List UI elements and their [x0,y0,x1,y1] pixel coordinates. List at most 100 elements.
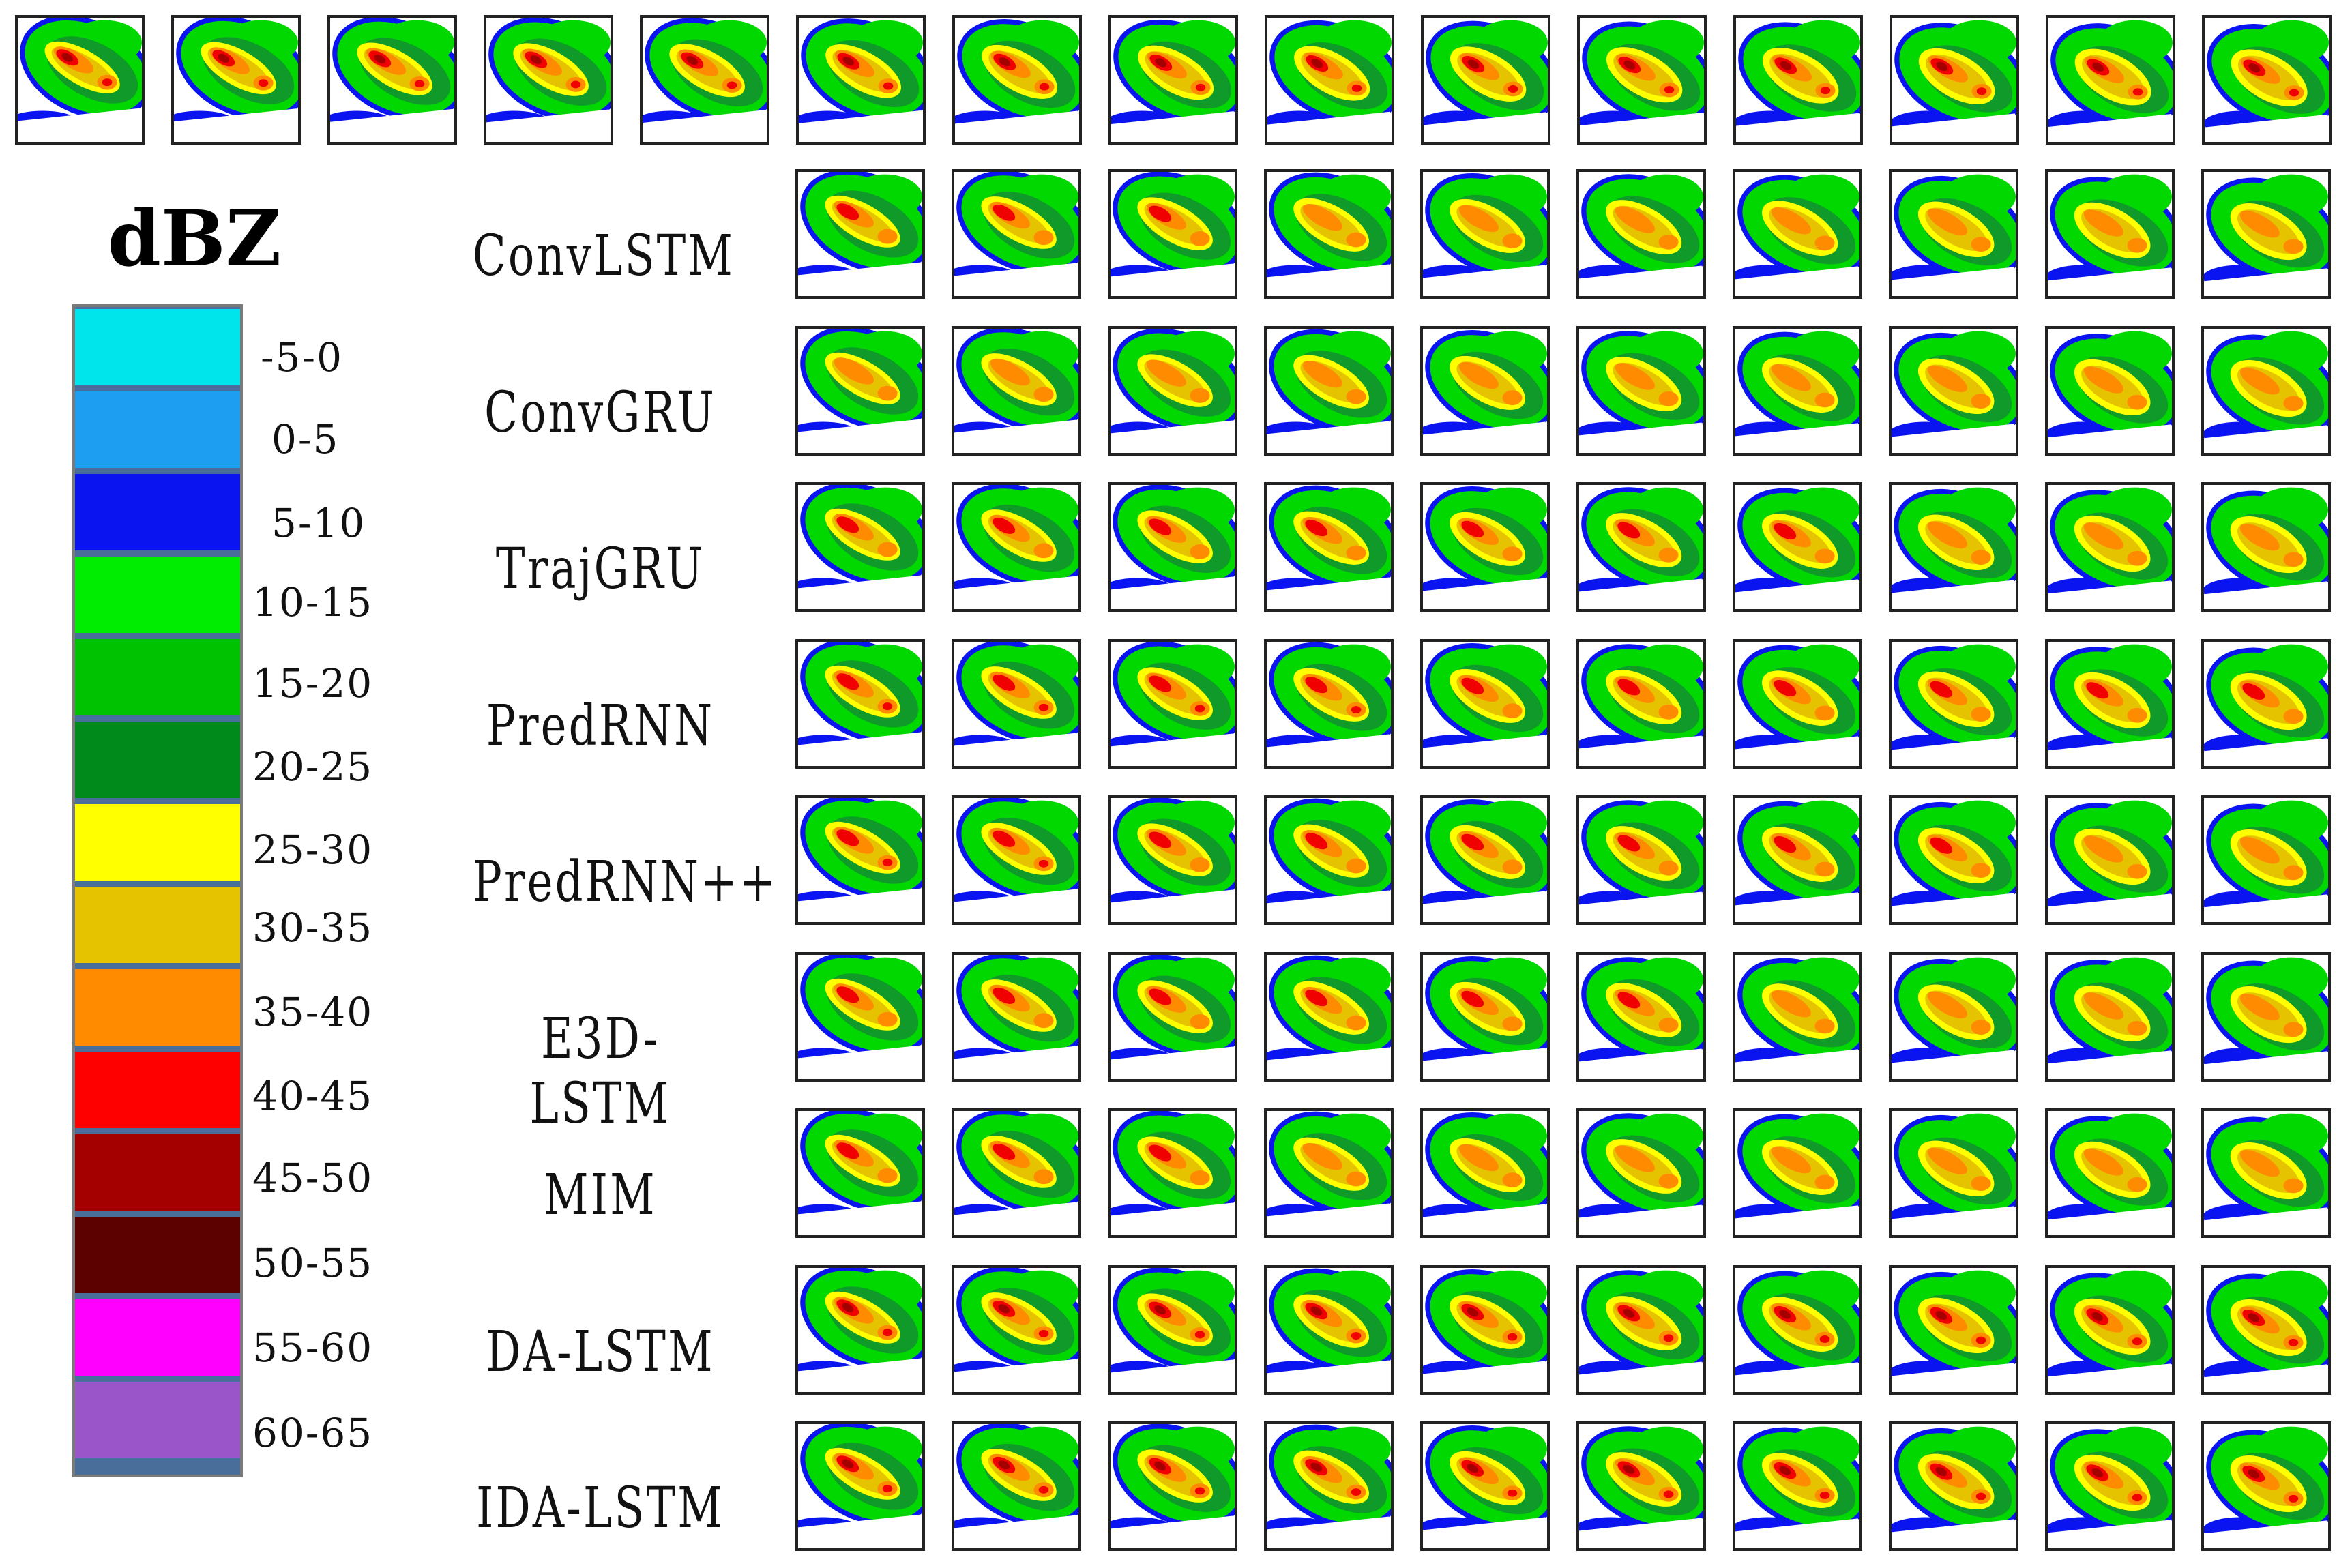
prediction-frame [952,1421,1081,1551]
input-frame [171,15,301,145]
prediction-frame [1264,169,1394,299]
model-label: MIM [544,1163,657,1228]
model-label: E3D-LSTM [529,1006,671,1136]
prediction-frame [952,1264,1081,1395]
prediction-frame [1576,951,1706,1082]
prediction-frame [1108,1108,1237,1238]
legend-swatch [75,969,240,1046]
prediction-frame [952,169,1081,299]
prediction-frame [1733,951,1862,1082]
legend-swatch [75,804,240,881]
ground-truth-frame [2046,15,2175,145]
prediction-frame [1576,638,1706,769]
ground-truth-frame [1265,15,1394,145]
legend-swatch [75,722,240,798]
legend-label: -5-0 [261,334,343,381]
prediction-frame [2045,1421,2175,1551]
prediction-frame [2201,1421,2331,1551]
prediction-frame [795,169,925,299]
prediction-frame [1264,1421,1394,1551]
prediction-frame [1733,482,1862,612]
prediction-frame [952,638,1081,769]
prediction-frame [1889,795,2018,925]
prediction-frame [2201,1108,2331,1238]
legend-swatch [75,639,240,715]
prediction-frame [2045,325,2175,456]
prediction-frame [795,1421,925,1551]
input-frame [327,15,457,145]
legend-label: 10-15 [252,579,374,625]
prediction-frame [795,1108,925,1238]
prediction-frame [1264,951,1394,1082]
model-label: ConvGRU [484,380,716,445]
prediction-frame [1108,482,1237,612]
model-label: PredRNN [486,693,715,758]
prediction-frame [1576,1108,1706,1238]
ground-truth-frame [1421,15,1550,145]
prediction-frame [1889,951,2018,1082]
legend-label: 0-5 [271,416,340,462]
model-label: DA-LSTM [486,1319,715,1385]
prediction-frame [1889,638,2018,769]
legend-swatch [75,887,240,963]
prediction-frame [2201,795,2331,925]
prediction-frame [2201,1264,2331,1395]
legend-title: dBZ [107,194,282,284]
prediction-frame [795,951,925,1082]
ground-truth-frame [952,15,1082,145]
legend-swatch [75,1134,240,1211]
legend-label: 55-60 [252,1325,374,1371]
prediction-frame [1733,638,1862,769]
prediction-frame [1576,1264,1706,1395]
prediction-frame [1576,1421,1706,1551]
prediction-frame [952,1108,1081,1238]
prediction-frame [1264,1108,1394,1238]
prediction-frame [1889,325,2018,456]
prediction-frame [1420,482,1550,612]
prediction-frame [795,638,925,769]
legend-swatch [75,474,240,550]
ground-truth-frame [1577,15,1707,145]
ground-truth-frame [2202,15,2332,145]
legend-swatch [75,1382,240,1458]
prediction-frame [1264,638,1394,769]
input-frame [484,15,613,145]
prediction-frame [1576,482,1706,612]
legend-swatch [75,309,240,385]
prediction-frame [1889,1421,2018,1551]
prediction-frame [1733,1421,1862,1551]
legend-label: 5-10 [271,500,366,546]
prediction-frame [1733,169,1862,299]
prediction-frame [1420,1264,1550,1395]
prediction-frame [2201,638,2331,769]
prediction-frame [2045,638,2175,769]
prediction-frame [1889,1108,2018,1238]
prediction-frame [1889,482,2018,612]
prediction-frame [1733,325,1862,456]
prediction-frame [952,325,1081,456]
prediction-frame [795,325,925,456]
prediction-frame [2201,325,2331,456]
prediction-frame [1108,795,1237,925]
ground-truth-frame [1890,15,2019,145]
legend-label: 45-50 [252,1155,374,1201]
prediction-frame [1108,325,1237,456]
ground-truth-frame [1108,15,1238,145]
colorbar [72,304,243,1477]
legend-label: 60-65 [252,1410,374,1456]
prediction-frame [2045,169,2175,299]
prediction-frame [1108,1421,1237,1551]
prediction-frame [2201,951,2331,1082]
prediction-frame [1420,169,1550,299]
input-frame [15,15,145,145]
legend-swatch [75,1299,240,1376]
input-frame [640,15,769,145]
prediction-frame [1420,638,1550,769]
prediction-frame [1889,169,2018,299]
prediction-frame [952,795,1081,925]
ground-truth-frame [796,15,926,145]
legend-swatch [75,557,240,633]
ground-truth-frame [1733,15,1863,145]
prediction-frame [952,482,1081,612]
prediction-frame [2045,1264,2175,1395]
